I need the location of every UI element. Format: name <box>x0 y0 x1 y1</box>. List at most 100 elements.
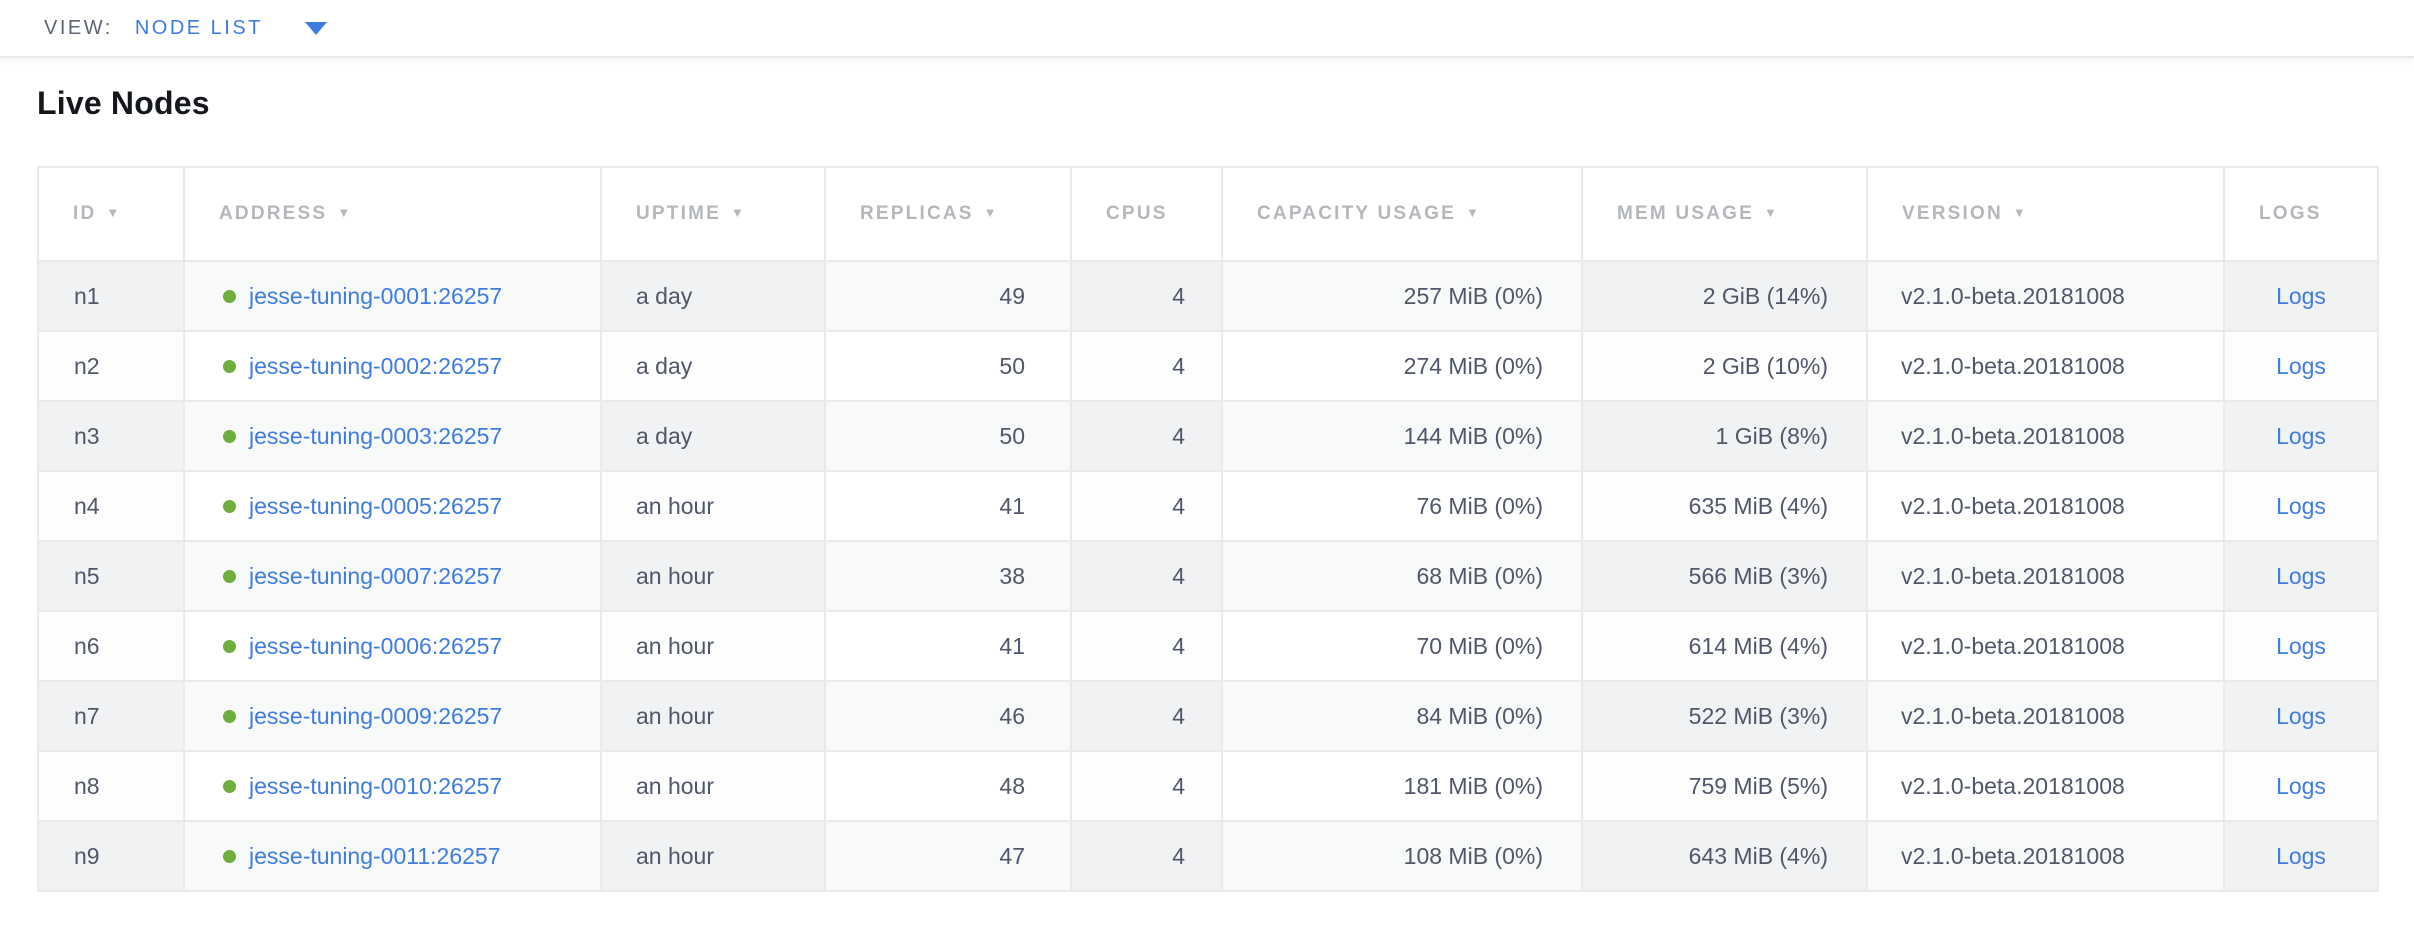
cell-capacity: 68 MiB (0%) <box>1221 540 1583 612</box>
logs-link[interactable]: Logs <box>2276 352 2326 379</box>
cell-address: jesse-tuning-0011:26257 <box>183 820 602 892</box>
node-address-link[interactable]: jesse-tuning-0010:26257 <box>249 772 503 799</box>
node-address-link[interactable]: jesse-tuning-0006:26257 <box>249 632 503 659</box>
node-address-link[interactable]: jesse-tuning-0002:26257 <box>249 352 503 379</box>
cell-logs: Logs <box>2223 680 2379 752</box>
cell-value: 84 MiB (0%) <box>1416 702 1543 729</box>
cell-logs: Logs <box>2223 400 2379 472</box>
logs-link[interactable]: Logs <box>2276 492 2326 519</box>
logs-link[interactable]: Logs <box>2276 422 2326 449</box>
cell-uptime: a day <box>600 330 826 402</box>
cell-value: a day <box>636 352 693 379</box>
view-selected-value: NODE LIST <box>134 16 263 39</box>
cell-version: v2.1.0-beta.20181008 <box>1866 540 2225 612</box>
cell-address: jesse-tuning-0009:26257 <box>183 680 602 752</box>
node-row-n9: n9 jesse-tuning-0011:26257 an hour 47 4 108 M… <box>37 820 2379 892</box>
column-header-capacity[interactable]: CAPACITY USAGE ▼ <box>1221 166 1583 262</box>
cell-value: 38 <box>999 562 1025 589</box>
cell-value: an hour <box>636 842 715 869</box>
column-header-uptime[interactable]: UPTIME ▼ <box>600 166 826 262</box>
cell-cpus: 4 <box>1070 330 1223 402</box>
node-row-n7: n7 jesse-tuning-0009:26257 an hour 46 4 84 Mi… <box>37 680 2379 752</box>
cell-version: v2.1.0-beta.20181008 <box>1866 680 2225 752</box>
cell-id: n4 <box>37 470 185 542</box>
cell-replicas: 41 <box>824 610 1072 682</box>
node-address-link[interactable]: jesse-tuning-0001:26257 <box>249 282 503 309</box>
cell-id: n3 <box>37 400 185 472</box>
logs-link[interactable]: Logs <box>2276 562 2326 589</box>
view-selector-dropdown[interactable]: NODE LIST <box>135 17 327 40</box>
page-title: Live Nodes <box>37 85 210 121</box>
logs-link[interactable]: Logs <box>2276 632 2326 659</box>
cell-uptime: an hour <box>600 610 826 682</box>
cell-uptime: a day <box>600 260 826 332</box>
cell-value: n5 <box>74 562 100 589</box>
cell-capacity: 76 MiB (0%) <box>1221 470 1583 542</box>
cell-value: n7 <box>74 702 100 729</box>
node-address-link[interactable]: jesse-tuning-0007:26257 <box>249 562 503 589</box>
column-header-cpus: CPUS <box>1070 166 1223 262</box>
cell-mem: 1 GiB (8%) <box>1581 400 1868 472</box>
cell-value: 108 MiB (0%) <box>1403 842 1543 869</box>
cell-value: n8 <box>74 772 100 799</box>
cell-uptime: an hour <box>600 680 826 752</box>
node-address-link[interactable]: jesse-tuning-0009:26257 <box>249 702 503 729</box>
cell-mem: 522 MiB (3%) <box>1581 680 1868 752</box>
cell-value: an hour <box>636 562 715 589</box>
sort-desc-icon: ▼ <box>106 205 122 220</box>
cell-replicas: 38 <box>824 540 1072 612</box>
cell-address: jesse-tuning-0001:26257 <box>183 260 602 332</box>
node-address-link[interactable]: jesse-tuning-0011:26257 <box>249 842 501 869</box>
node-live-status-icon <box>223 289 236 303</box>
cell-capacity: 108 MiB (0%) <box>1221 820 1583 892</box>
column-header-replicas[interactable]: REPLICAS ▼ <box>824 166 1072 262</box>
main-content: Live Nodes ID ▼ ADDRESS ▼ UPTIME ▼ REPLICAS ▼ CP… <box>0 84 2414 892</box>
node-row-n2: n2 jesse-tuning-0002:26257 a day 50 4 274 MiB… <box>37 330 2379 402</box>
cell-value: v2.1.0-beta.20181008 <box>1901 702 2125 729</box>
cell-value: a day <box>636 282 693 309</box>
logs-link[interactable]: Logs <box>2276 772 2326 799</box>
cell-value: an hour <box>636 702 715 729</box>
node-live-status-icon <box>223 359 236 373</box>
cell-value: 50 <box>999 352 1025 379</box>
cell-value: v2.1.0-beta.20181008 <box>1901 422 2125 449</box>
sort-desc-icon: ▼ <box>1466 205 1482 220</box>
cell-value: n1 <box>74 282 100 309</box>
cell-version: v2.1.0-beta.20181008 <box>1866 330 2225 402</box>
cell-value: 48 <box>999 772 1025 799</box>
cell-mem: 614 MiB (4%) <box>1581 610 1868 682</box>
column-header-label: VERSION <box>1902 203 2003 224</box>
cell-value: 614 MiB (4%) <box>1688 632 1828 659</box>
node-row-n1: n1 jesse-tuning-0001:26257 a day 49 4 257 MiB… <box>37 260 2379 332</box>
cell-id: n6 <box>37 610 185 682</box>
node-address-link[interactable]: jesse-tuning-0003:26257 <box>249 422 503 449</box>
cell-value: 643 MiB (4%) <box>1688 842 1828 869</box>
column-header-id[interactable]: ID ▼ <box>37 166 185 262</box>
cell-replicas: 47 <box>824 820 1072 892</box>
column-header-mem[interactable]: MEM USAGE ▼ <box>1581 166 1868 262</box>
column-header-label: CPUS <box>1106 203 1168 224</box>
column-header-version[interactable]: VERSION ▼ <box>1866 166 2225 262</box>
cell-value: 2 GiB (10%) <box>1702 352 1828 379</box>
table-header-row: ID ▼ ADDRESS ▼ UPTIME ▼ REPLICAS ▼ CPUS CAPACITY … <box>37 166 2379 262</box>
logs-link[interactable]: Logs <box>2276 842 2326 869</box>
logs-link[interactable]: Logs <box>2276 702 2326 729</box>
logs-link[interactable]: Logs <box>2276 282 2326 309</box>
cell-value: v2.1.0-beta.20181008 <box>1901 562 2125 589</box>
cell-value: v2.1.0-beta.20181008 <box>1901 492 2125 519</box>
cell-uptime: an hour <box>600 750 826 822</box>
cell-value: v2.1.0-beta.20181008 <box>1901 842 2125 869</box>
cell-replicas: 50 <box>824 400 1072 472</box>
cell-logs: Logs <box>2223 540 2379 612</box>
cell-replicas: 49 <box>824 260 1072 332</box>
cell-id: n8 <box>37 750 185 822</box>
cell-address: jesse-tuning-0007:26257 <box>183 540 602 612</box>
column-header-label: UPTIME <box>636 203 721 224</box>
cell-version: v2.1.0-beta.20181008 <box>1866 610 2225 682</box>
cell-mem: 566 MiB (3%) <box>1581 540 1868 612</box>
cell-capacity: 274 MiB (0%) <box>1221 330 1583 402</box>
column-header-address[interactable]: ADDRESS ▼ <box>183 166 602 262</box>
node-address-link[interactable]: jesse-tuning-0005:26257 <box>249 492 503 519</box>
column-header-logs: LOGS <box>2223 166 2379 262</box>
live-nodes-table: ID ▼ ADDRESS ▼ UPTIME ▼ REPLICAS ▼ CPUS CAPACITY … <box>37 166 2379 892</box>
